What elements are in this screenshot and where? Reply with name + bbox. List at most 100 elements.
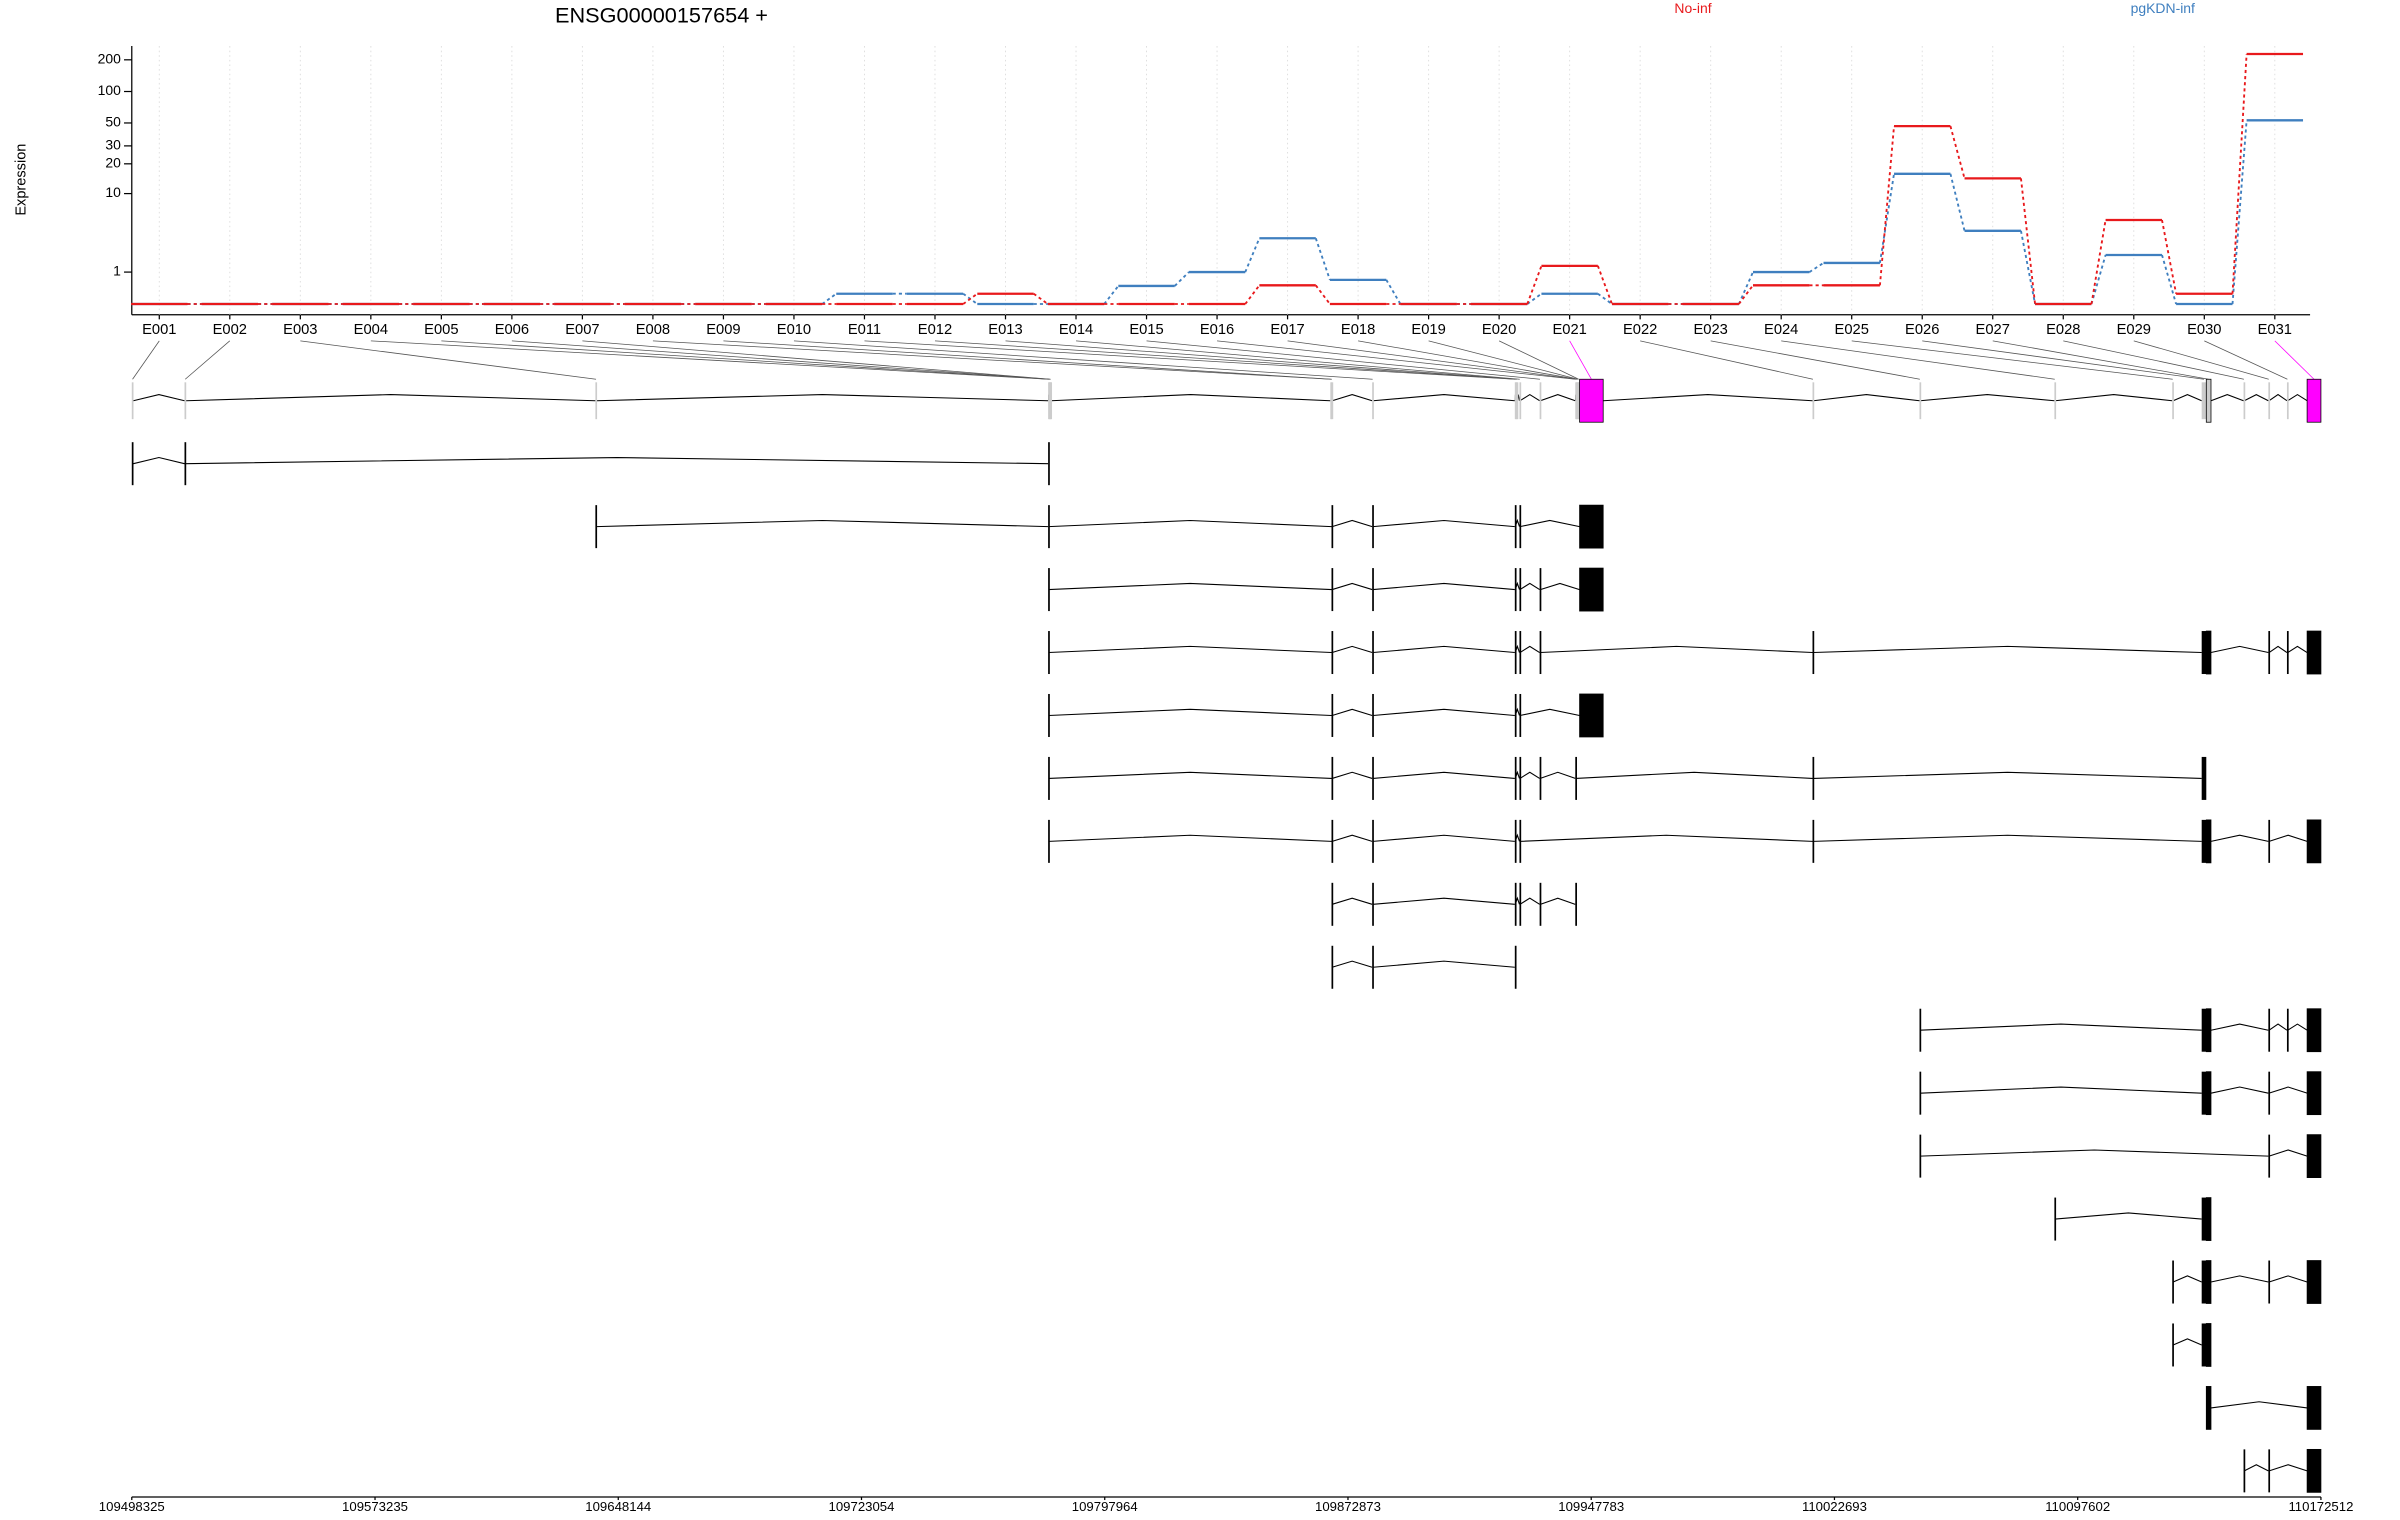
exon-connector: [1992, 340, 2209, 380]
exon-connector: [1498, 340, 1579, 380]
genome-tick-label: 110097602: [2045, 1499, 2110, 1514]
transcript-exon: [2306, 1386, 2322, 1430]
series-connector: [1033, 292, 1049, 305]
transcript-exon: [1048, 568, 1050, 612]
intron: [1813, 771, 2202, 779]
intron: [2268, 1149, 2308, 1157]
series-connector: [1174, 271, 1190, 287]
intron: [2172, 1338, 2202, 1346]
intron: [1331, 834, 1373, 842]
exon: [1330, 382, 1333, 420]
x-tick-label: E012: [918, 322, 952, 338]
exon: [1539, 382, 1542, 420]
exon: [2205, 378, 2212, 423]
intron: [2210, 834, 2269, 842]
series-connector: [1244, 284, 1261, 305]
transcript-exon: [2172, 1323, 2174, 1367]
transcript-exon: [2268, 1134, 2271, 1178]
y-tick-label: 100: [98, 82, 122, 98]
x-tick-label: E011: [848, 322, 881, 338]
intron: [1373, 394, 1515, 402]
transcript-exon: [1812, 819, 1815, 863]
intron: [1048, 708, 1332, 717]
transcript-exon: [1519, 631, 1522, 675]
x-tick-label: E023: [1693, 322, 1727, 338]
exon-connector: [2133, 340, 2269, 380]
transcript-exon: [1919, 1008, 1922, 1052]
transcript-exon: [1539, 756, 1542, 800]
exon: [1050, 382, 1053, 420]
x-tick-label: E024: [1764, 322, 1798, 338]
transcript-exon: [1514, 945, 1517, 989]
x-tick-label: E005: [424, 322, 458, 338]
intron: [1519, 897, 1540, 905]
series-connector: [2231, 53, 2248, 294]
series-connector: [1244, 237, 1261, 273]
intron: [1048, 834, 1332, 842]
legend-entry: pgKDN-inf: [2131, 0, 2195, 16]
transcript-exon: [1519, 882, 1522, 926]
transcript-exon: [1331, 693, 1334, 737]
transcript-exon: [2201, 1071, 2207, 1115]
transcript-exon: [2268, 819, 2271, 863]
intron: [1519, 582, 1540, 591]
exon-connector: [132, 340, 160, 380]
series-connector: [1879, 173, 1895, 264]
exon-connector: [1851, 340, 2173, 380]
y-tick-label: 30: [105, 137, 121, 153]
transcript-exon: [2201, 819, 2207, 863]
series-connector: [2090, 254, 2107, 305]
transcript-exon: [1372, 693, 1374, 737]
x-tick-label: E026: [1905, 322, 1939, 338]
intron: [1373, 771, 1515, 779]
transcript-exon: [184, 442, 187, 486]
exon-connector: [511, 340, 1050, 380]
transcript-exon: [1514, 756, 1517, 800]
exon: [2306, 378, 2322, 423]
legend-entry: No-inf: [1674, 0, 1711, 16]
exon: [1331, 382, 1334, 420]
series-connector: [2090, 219, 2107, 305]
transcript-exon: [2306, 1008, 2322, 1053]
intron: [1373, 960, 1515, 968]
transcript-exon: [2201, 1260, 2207, 1304]
exon: [1516, 382, 1519, 420]
intron: [2287, 393, 2308, 402]
intron: [2244, 393, 2269, 402]
transcript-exon: [1372, 631, 1374, 675]
exon: [131, 382, 134, 420]
transcript-exon: [1372, 505, 1374, 549]
intron: [1331, 394, 1373, 402]
transcript-exon: [1331, 631, 1334, 675]
intron: [1920, 394, 2055, 402]
intron: [1519, 645, 1540, 653]
intron: [2172, 393, 2202, 402]
intron: [2210, 1275, 2269, 1283]
transcript-exon: [1331, 819, 1334, 863]
series-connector: [1597, 292, 1613, 305]
x-tick-label: E008: [636, 322, 670, 338]
transcript-exon: [2286, 1008, 2289, 1052]
intron: [1813, 394, 1920, 402]
intron: [1920, 1149, 2269, 1157]
series-connector: [1385, 279, 1402, 305]
intron: [2268, 1464, 2308, 1472]
transcript-exon: [2268, 1071, 2271, 1115]
exon-connector: [1358, 340, 1578, 380]
transcript-exon: [2306, 1134, 2322, 1178]
transcript-exon: [1579, 693, 1604, 738]
exon: [595, 382, 598, 420]
genome-tick-label: 109648144: [585, 1499, 651, 1514]
x-tick-label: E004: [354, 322, 388, 338]
transcript-exon: [2201, 1197, 2207, 1241]
transcript-exon: [2205, 1260, 2212, 1304]
x-tick-label: E013: [988, 322, 1022, 338]
series-connector: [2231, 120, 2248, 305]
genome-tick-label: 109797964: [1072, 1499, 1138, 1514]
intron: [2172, 1275, 2202, 1283]
y-tick-label: 10: [105, 184, 121, 200]
intron: [1048, 771, 1332, 779]
transcript-exon: [2268, 1008, 2271, 1052]
transcript-exon: [1812, 631, 1815, 675]
transcript-exon: [2201, 756, 2207, 800]
